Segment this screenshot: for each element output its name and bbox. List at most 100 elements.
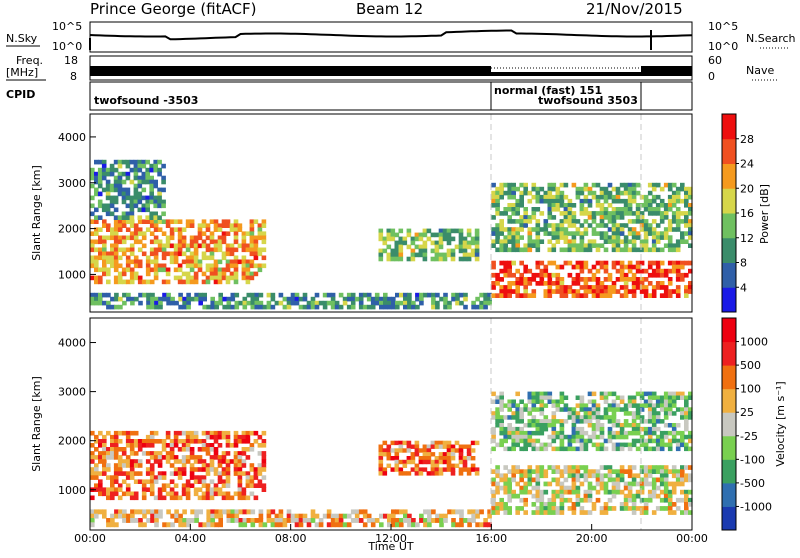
power-echo-cell [173,243,179,249]
power-echo-cell [146,304,151,310]
power-echo-cell [615,211,621,216]
velocity-echo-cell [523,481,528,487]
power-echo-cell [133,167,139,173]
velocity-echo-cell [210,513,215,519]
freq-label: Freq. [16,54,43,67]
velocity-echo-cell [282,522,288,528]
power-echo-cell [261,235,267,241]
power-echo-cell [117,163,123,169]
velocity-echo-cell [671,434,677,440]
velocity-echo-cell [110,491,115,497]
power-echo-cell [178,304,183,310]
velocity-echo-cell [446,467,452,472]
power-echo-cell [551,198,557,204]
power-echo-cell [209,271,215,277]
velocity-echo-cell [173,471,179,476]
power-echo-cell [261,255,267,261]
velocity-echo-cell [603,506,609,511]
velocity-echo-cell [206,509,211,515]
velocity-echo-cell [249,491,255,497]
power-echo-cell [403,292,408,298]
velocity-echo-cell [98,443,103,448]
cpid-panel: CPID twofsound -3503 normal (fast) 151 t… [6,81,693,111]
velocity-echo-cell [623,493,629,499]
power-echo-cell [435,300,440,306]
power-echo-cell [450,228,456,234]
velocity-echo-cell [631,473,637,479]
power-echo-cell [233,223,239,228]
velocity-echo-cell [555,407,561,412]
velocity-echo-cell [647,465,653,470]
velocity-echo-cell [286,518,292,523]
power-echo-cell [551,223,557,228]
power-echo-cell [125,267,131,273]
velocity-echo-cell [491,489,496,495]
power-echo-cell [434,248,440,254]
power-echo-cell [511,211,516,216]
velocity-echo-cell [531,502,537,507]
power-echo-cell [463,296,468,302]
power-echo-cell [583,277,589,282]
power-echo-cell [615,198,621,204]
power-echo-cell [346,304,352,310]
power-echo-cell [559,264,565,270]
velocity-echo-cell [535,407,541,412]
velocity-echo-cell [623,481,629,487]
velocity-echo-cell [474,440,480,446]
velocity-echo-cell [507,403,512,408]
x-tick-label: 00:00 [676,532,708,545]
power-echo-cell [129,199,135,205]
velocity-echo-cell [121,430,127,436]
power-echo-cell [434,240,440,246]
velocity-echo-cell [615,434,621,440]
velocity-echo-cell [314,522,320,528]
velocity-echo-cell [161,495,167,501]
power-echo-cell [458,236,464,242]
velocity-echo-cell [631,493,637,499]
velocity-echo-cell [575,497,581,503]
velocity-echo-cell [684,434,689,440]
power-echo-cell [189,259,195,265]
power-echo-cell [555,285,561,290]
velocity-echo-cell [515,465,520,470]
power-echo-cell [234,304,240,310]
power-echo-cell [599,243,605,248]
velocity-echo-cell [551,489,557,495]
power-echo-cell [503,285,508,290]
velocity-echo-cell [466,452,472,457]
velocity-echo-cell [197,467,203,472]
velocity-echo-cell [423,518,428,523]
velocity-echo-cell [106,463,111,468]
velocity-echo-cell [579,415,585,420]
power-echo-cell [583,198,589,204]
power-echo-cell [643,231,649,236]
power-echo-cell [651,239,657,244]
power-echo-cell [451,296,456,302]
power-echo-cell [398,240,404,246]
velocity-echo-cell [651,485,657,491]
power-echo-cell [181,271,187,277]
power-echo-cell [90,231,95,236]
power-echo-cell [402,236,408,242]
velocity-echo-cell [623,434,629,440]
velocity-echo-cell [559,426,565,432]
power-echo-cell [129,207,135,213]
velocity-echo-cell [153,430,159,436]
power-echo-cell [680,260,685,266]
power-echo-cell [149,163,154,169]
power-echo-cell [587,268,593,274]
power-echo-cell [233,219,239,224]
velocity-echo-cell [603,481,609,487]
velocity-echo-cell [442,456,448,461]
velocity-echo-cell [418,459,424,465]
velocity-echo-cell [503,430,508,436]
power-echo-cell [109,203,115,209]
power-echo-cell [611,194,617,200]
power-echo-cell [675,198,681,204]
velocity-echo-cell [169,471,175,476]
velocity-echo-cell [378,452,384,457]
power-echo-cell [98,275,103,281]
velocity-echo-cell [527,469,533,474]
velocity-echo-cell [257,443,263,448]
velocity-echo-cell [599,446,605,452]
